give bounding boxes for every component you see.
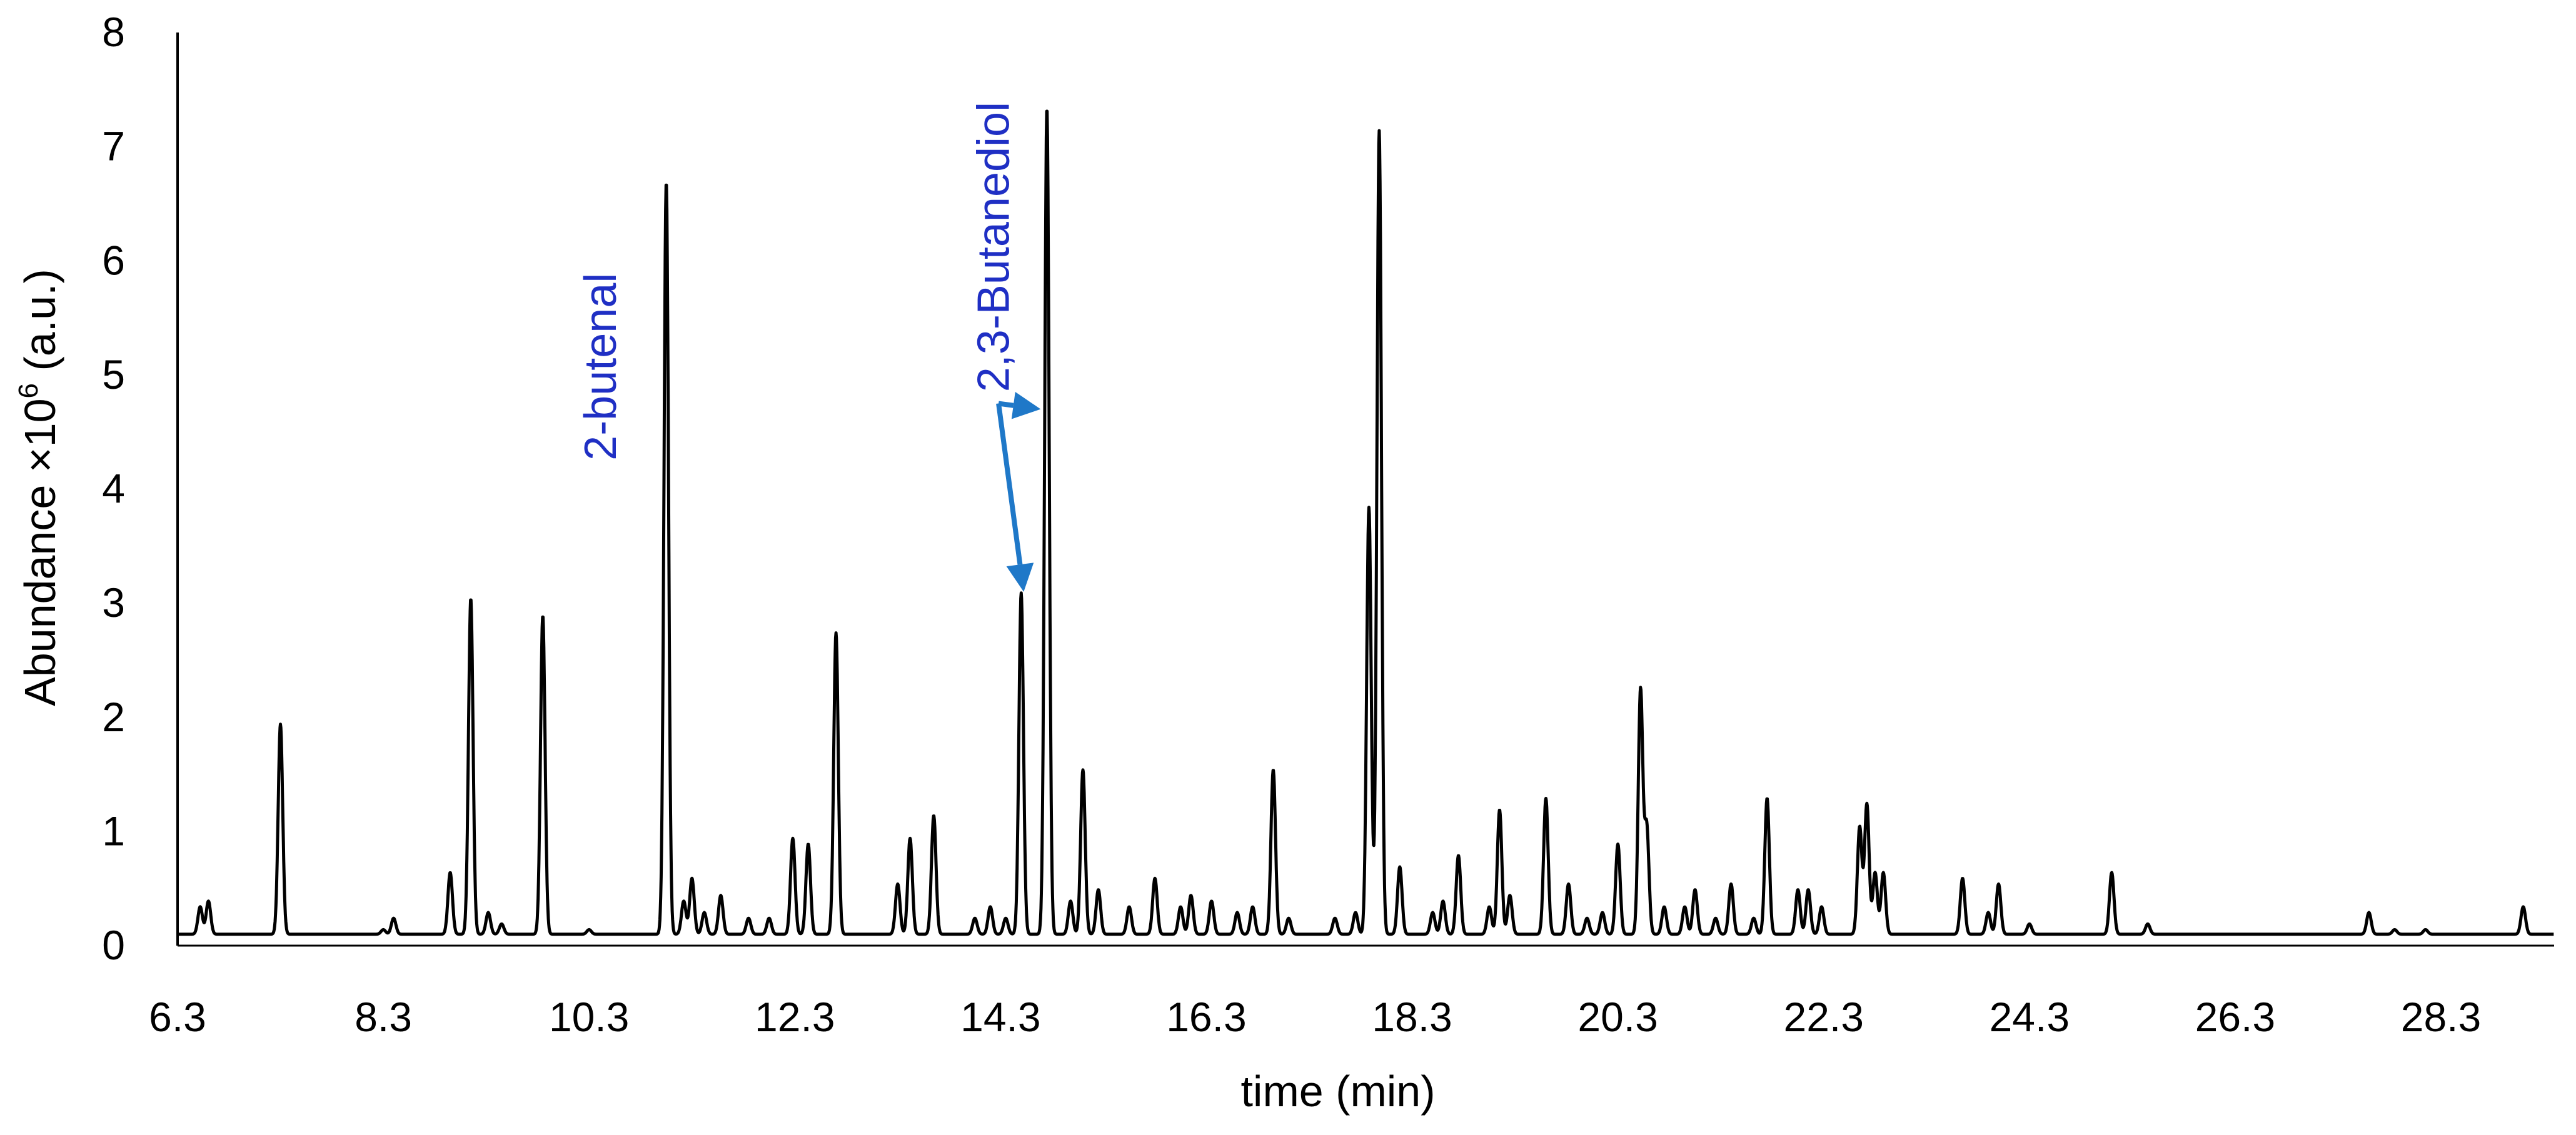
x-tick-label: 26.3 [2195, 994, 2275, 1040]
annotation-arrow-head [1011, 391, 1041, 419]
y-tick-label: 5 [102, 351, 125, 398]
y-axis-title-main: Abundance ×10 [16, 398, 64, 706]
y-tick-label: 1 [102, 808, 125, 854]
y-tick-label: 2 [102, 694, 125, 740]
x-tick-label: 24.3 [1990, 994, 2070, 1040]
x-tick-label: 20.3 [1577, 994, 1658, 1040]
y-tick-label: 4 [102, 466, 125, 512]
x-tick-label: 16.3 [1166, 994, 1246, 1040]
annotation-2-butenal: 2-butenal [576, 273, 626, 461]
y-tick-label: 7 [102, 123, 125, 169]
y-tick-label: 0 [102, 922, 125, 968]
x-tick-label: 12.3 [755, 994, 835, 1040]
annotations: 2-butenal 2,3-Butanediol [576, 102, 1041, 592]
x-axis-title: time (min) [1240, 1067, 1435, 1116]
y-axis-ticks: 0 1 2 3 4 5 6 7 8 [102, 9, 125, 968]
x-tick-label: 28.3 [2401, 994, 2481, 1040]
annotation-2-3-butanediol: 2,3-Butanediol [969, 102, 1019, 392]
y-tick-label: 6 [102, 237, 125, 283]
y-tick-label: 8 [102, 9, 125, 55]
x-tick-label: 6.3 [149, 994, 206, 1040]
y-axis-title-exponent: 6 [13, 383, 44, 398]
x-axis-ticks: 6.3 8.3 10.3 12.3 14.3 16.3 18.3 20.3 22.3 24.3 26… [149, 994, 2481, 1040]
annotation-arrow-line [996, 403, 1023, 565]
chromatogram-trace [176, 109, 2555, 936]
x-tick-label: 10.3 [549, 994, 629, 1040]
x-tick-label: 14.3 [960, 994, 1040, 1040]
x-tick-label: 18.3 [1372, 994, 1452, 1040]
butanediol-arrows [996, 391, 1041, 592]
annotation-arrow-head [1006, 562, 1034, 592]
x-tick-label: 8.3 [355, 994, 412, 1040]
x-tick-label: 22.3 [1783, 994, 1863, 1040]
y-axis-title: Abundance ×106 (a.u.) [13, 269, 64, 706]
y-axis-title-unit: (a.u.) [16, 269, 64, 383]
y-tick-label: 3 [102, 579, 125, 626]
